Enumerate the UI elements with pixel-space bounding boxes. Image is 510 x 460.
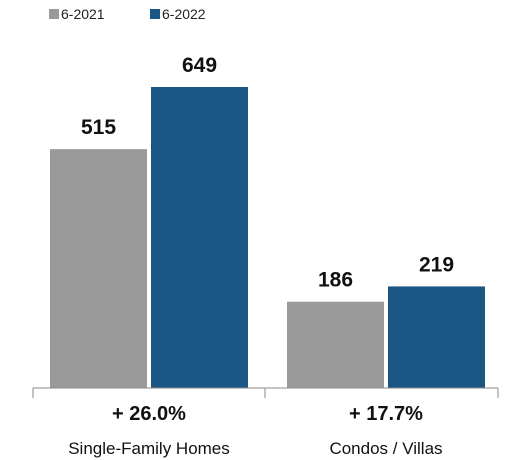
legend: 6-2021 6-2022	[49, 6, 206, 22]
bars	[50, 87, 485, 388]
category-label-single-family: Single-Family Homes	[68, 439, 230, 458]
value-label-condos-villas-6-2021: 186	[318, 269, 353, 292]
x-axis	[32, 387, 499, 398]
category-label-condos-villas: Condos / Villas	[329, 439, 442, 458]
legend-label-series-0: 6-2021	[61, 6, 105, 22]
value-label-single-family-6-2022: 649	[182, 54, 217, 77]
bar-condos-villas-6-2021	[287, 301, 384, 388]
legend-label-series-1: 6-2022	[162, 6, 206, 22]
change-label-single-family: + 26.0%	[112, 403, 186, 425]
bar-single-family-6-2022	[151, 87, 248, 388]
value-label-condos-villas-6-2022: 219	[419, 253, 454, 276]
legend-swatch-series-0	[49, 9, 59, 19]
bar-condos-villas-6-2022	[388, 286, 485, 388]
legend-swatch-series-1	[150, 9, 160, 19]
change-label-condos-villas: + 17.7%	[349, 403, 423, 425]
bar-single-family-6-2021	[50, 149, 147, 388]
value-labels: 515 649 186 219	[81, 54, 454, 292]
category-labels: Single-Family Homes Condos / Villas	[68, 439, 442, 458]
change-labels: + 26.0% + 17.7%	[112, 403, 423, 425]
value-label-single-family-6-2021: 515	[81, 116, 116, 139]
